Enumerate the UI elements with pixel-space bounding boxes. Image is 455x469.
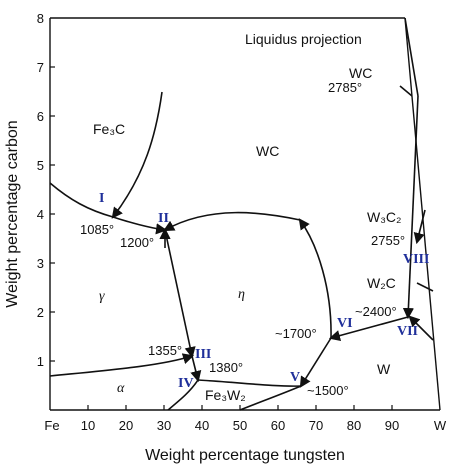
temp-1380: 1380° [209,360,243,375]
boundary-II-III [164,229,196,359]
x-tick-10: 10 [81,418,95,433]
temp-2400: ~2400° [355,304,397,319]
alpha-upper-boundary [49,353,195,377]
x-tick-70: 70 [309,418,323,433]
phase-label-w3c2: W₃C₂ [367,209,401,225]
phase-label-gamma: γ [99,289,105,304]
phase-label-eta: η [238,287,245,302]
y-tick-7: 7 [37,60,44,75]
x-tick-30: 30 [157,418,171,433]
x-tick-fe: Fe [44,418,59,433]
temp-1355: 1355° [148,343,182,358]
w2c-boundary [408,315,434,341]
wc-w-boundary [402,95,419,320]
w2c-dash [416,282,434,292]
eta-right-boundary [298,218,332,339]
y-tick-5: 5 [37,158,44,173]
fe3w2-left-boundary [167,379,199,411]
wc-corner-line [404,17,419,97]
x-tick-90: 90 [385,418,399,433]
y-tick-8: 8 [37,11,44,26]
boundary-VII-VI [328,316,409,342]
phase-label-alpha: α [117,381,125,396]
fe3c-boundary [111,91,163,219]
boundary-IV-V [197,379,302,387]
y-ticks [50,66,55,362]
point-III: III [195,347,211,362]
y-tick-1: 1 [37,354,44,369]
phase-label-wc-corner: WC [349,65,372,81]
gamma-upper-boundary [49,182,114,218]
y-tick-3: 3 [37,256,44,271]
phase-label-wc: WC [256,143,279,159]
boundary-VI-V [299,337,332,388]
x-axis-label: Weight percentage tungsten [145,447,345,464]
x-tick-40: 40 [195,418,209,433]
x-tick-80: 80 [347,418,361,433]
phase-label-w: W [377,361,391,377]
wc-corner-dash [399,85,413,97]
point-IV: IV [178,376,194,391]
point-VII: VII [397,324,418,339]
w3c2-boundary [413,209,426,245]
point-VIII: VIII [403,252,429,267]
point-V: V [290,370,300,385]
temp-2785: 2785° [328,80,362,95]
phase-boundaries [49,17,434,411]
x-tick-60: 60 [271,418,285,433]
temp-1085: 1085° [80,222,114,237]
point-VI: VI [337,316,353,331]
y-axis-label: Weight percentage carbon [4,120,21,307]
point-I: I [99,191,104,206]
y-tick-6: 6 [37,109,44,124]
phase-label-fe3w2: Fe₃W₂ [205,387,246,403]
temp-1200: 1200° [120,235,154,250]
x-tick-20: 20 [119,418,133,433]
temp-1700: ~1700° [275,326,317,341]
x-tick-w: W [434,418,447,433]
y-tick-4: 4 [37,207,44,222]
point-II: II [158,211,169,226]
x-tick-50: 50 [233,418,247,433]
y-tick-2: 2 [37,305,44,320]
fe3w2-right-boundary [239,385,302,411]
diagram-title: Liquidus projection [245,31,362,47]
phase-label-fe3c: Fe₃C [93,121,125,137]
temp-1500: ~1500° [307,383,349,398]
phase-label-w2c: W₂C [367,275,396,291]
temp-2755: 2755° [371,233,405,248]
x-ticks [87,405,393,410]
eta-upper-boundary [163,211,301,232]
